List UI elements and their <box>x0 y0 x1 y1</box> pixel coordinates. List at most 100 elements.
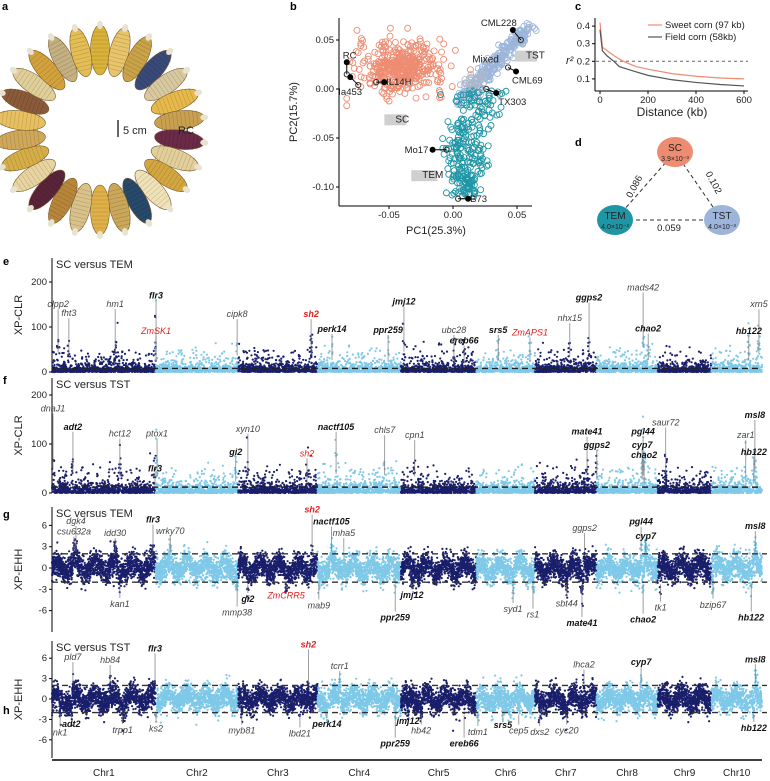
corn-ear <box>121 177 153 227</box>
kernel-row <box>17 112 20 129</box>
snp-point <box>118 359 121 362</box>
snp-point <box>392 356 395 359</box>
point-label-b73: B73 <box>470 194 487 205</box>
snp-point <box>318 358 321 361</box>
snp-point <box>100 358 103 361</box>
sc-point <box>390 48 398 56</box>
point-label-ia453: Ia453 <box>338 87 362 98</box>
kernel-row <box>39 185 52 197</box>
snp-point <box>102 360 105 363</box>
kernel-row <box>8 89 16 105</box>
snp-point <box>105 358 108 361</box>
snp-point <box>108 358 111 361</box>
kernel-row <box>177 91 184 108</box>
snp-point <box>337 369 340 372</box>
kernel-row <box>158 145 165 161</box>
corn-ear-body <box>90 24 110 76</box>
snp-point <box>66 370 69 373</box>
snp-point <box>346 354 349 358</box>
snp-point <box>394 362 397 365</box>
snp-point <box>318 368 321 372</box>
tem-point <box>450 189 458 197</box>
kernel-row <box>31 167 41 182</box>
snp-point <box>99 370 102 373</box>
corn-ear-tip <box>47 33 55 41</box>
group-label-mixed: Mixed <box>472 55 499 66</box>
snp-point <box>253 360 256 363</box>
kernel-row <box>176 131 179 148</box>
snp-point <box>416 356 419 359</box>
snp-point <box>292 361 295 364</box>
corn-ear-tip <box>145 33 153 41</box>
snp-point <box>120 369 123 372</box>
snp-point <box>164 364 167 367</box>
kernel-row <box>42 182 55 194</box>
kernel-row <box>123 184 138 193</box>
kernel-row <box>24 172 35 186</box>
snp-point <box>168 361 171 364</box>
kernel-row <box>62 184 77 193</box>
snp-point <box>184 369 187 373</box>
snp-point <box>289 370 292 373</box>
snp-point <box>415 364 418 367</box>
snp-point <box>152 354 155 357</box>
snp-point <box>426 370 429 374</box>
snp-point <box>177 369 180 373</box>
kernel-row <box>148 63 161 75</box>
snp-point <box>300 361 303 364</box>
snp-point <box>320 352 323 355</box>
kernel-row <box>154 144 162 160</box>
kernel-row <box>196 110 199 127</box>
kernel-row <box>188 132 191 149</box>
corn-ear <box>26 169 66 213</box>
snp-point <box>97 359 100 362</box>
snp-point <box>283 370 287 373</box>
kernel-row <box>132 202 148 211</box>
kernel-row <box>27 76 38 91</box>
snp-point <box>61 351 64 355</box>
sc-point <box>416 37 424 45</box>
snp-point <box>177 349 180 352</box>
kernel-row <box>5 133 8 150</box>
kernel-row <box>56 56 71 65</box>
snp-point <box>173 364 176 367</box>
snp-point <box>440 343 443 346</box>
snp-point <box>422 340 425 343</box>
snp-point <box>314 355 317 358</box>
corn-ear <box>90 184 110 239</box>
corn-ear <box>106 182 132 236</box>
snp-point <box>115 355 118 358</box>
snp-point <box>187 366 190 369</box>
kernel-row <box>166 96 173 112</box>
kernel-row <box>108 59 125 65</box>
snp-point <box>228 366 231 369</box>
tem-point <box>459 107 467 114</box>
snp-point <box>70 364 73 367</box>
kernel-row <box>106 67 123 73</box>
sc-point <box>364 55 372 63</box>
snp-point <box>331 343 334 346</box>
label-dot <box>429 146 436 153</box>
kernel-row <box>137 173 150 185</box>
snp-point <box>238 342 241 345</box>
snp-point <box>328 357 331 360</box>
kernel-row <box>134 170 148 182</box>
tem-point <box>444 165 452 173</box>
kernel-row <box>142 69 156 81</box>
snp-point <box>144 354 148 357</box>
snp-point <box>199 370 202 373</box>
kernel-row <box>107 63 124 69</box>
snp-point <box>276 363 280 366</box>
tem-point <box>477 186 485 194</box>
snp-point <box>423 357 426 360</box>
snp-point <box>467 346 470 349</box>
snp-point <box>191 348 194 351</box>
e-title: SC versus TEM <box>56 259 133 271</box>
snp-point <box>313 362 316 365</box>
corn-ear <box>150 87 203 116</box>
snp-point <box>278 369 281 372</box>
snp-point <box>99 363 102 366</box>
snp-point <box>290 351 293 354</box>
kernel-row <box>47 212 62 221</box>
